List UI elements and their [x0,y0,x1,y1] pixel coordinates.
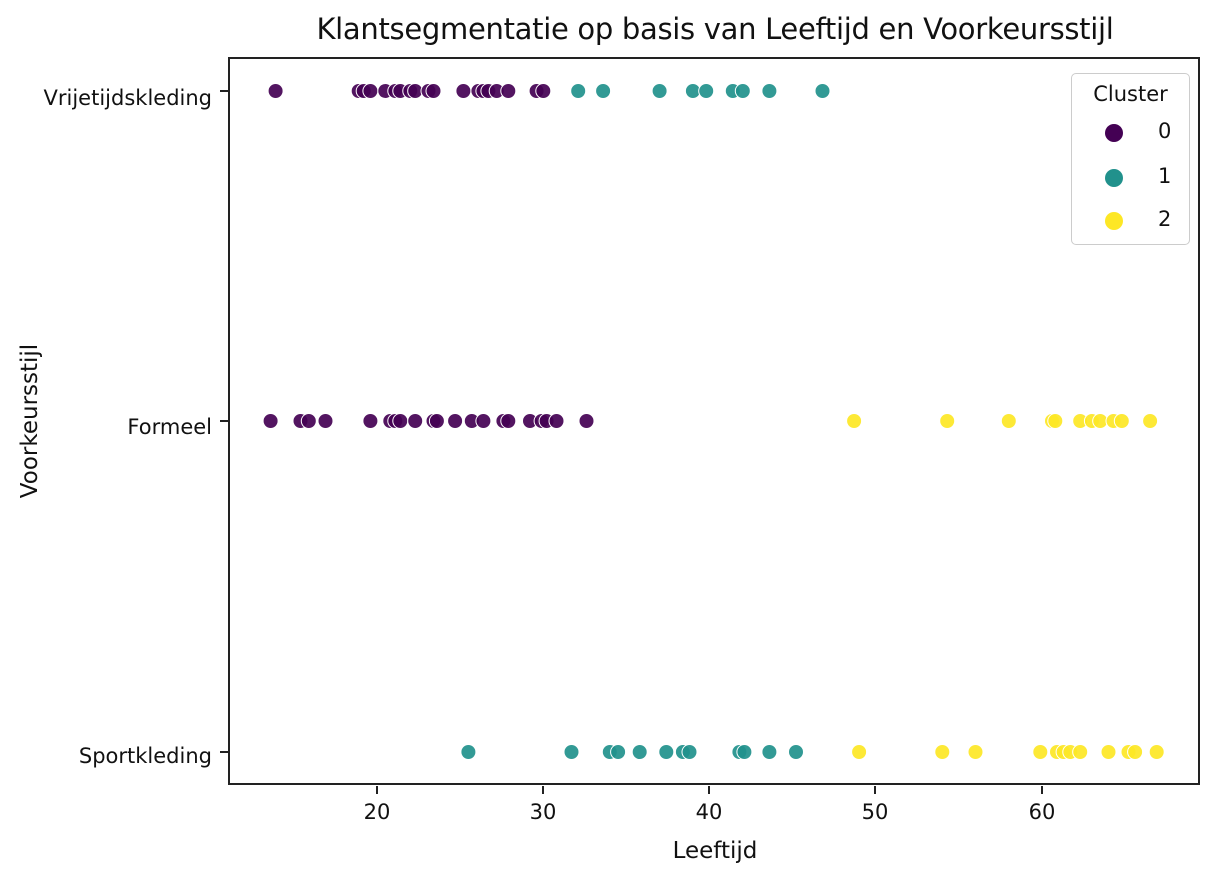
legend-item-0: 0 [1072,118,1189,148]
data-point-cluster-0 [500,83,517,99]
data-point-cluster-2 [1100,744,1117,760]
x-tick-label: 50 [861,800,889,824]
y-tick-label-formeel: Formeel [127,415,212,439]
chart-title: Klantsegmentatie op basis van Leeftijd e… [316,12,1114,46]
data-point-cluster-1 [595,83,612,99]
data-point-cluster-0 [535,83,552,99]
data-point-cluster-0 [392,413,409,429]
data-point-cluster-0 [407,83,424,99]
data-point-cluster-0 [428,413,445,429]
x-tick-mark [1041,786,1043,794]
legend-marker-icon [1105,124,1123,142]
y-tick-mark [220,420,228,422]
x-tick-mark [874,786,876,794]
data-point-cluster-0 [447,413,464,429]
x-tick-mark [708,786,710,794]
data-point-cluster-2 [851,744,868,760]
data-point-cluster-0 [425,83,442,99]
legend-label: 1 [1158,164,1172,188]
y-tick-mark [220,751,228,753]
x-axis-label: Leeftijd [672,838,758,864]
legend-marker-icon [1105,212,1123,230]
data-point-cluster-1 [570,83,587,99]
data-point-cluster-0 [267,83,284,99]
data-point-cluster-1 [761,83,778,99]
data-point-cluster-2 [1072,744,1089,760]
data-point-cluster-2 [1142,413,1159,429]
data-point-cluster-2 [1127,744,1144,760]
data-point-cluster-0 [262,413,279,429]
data-point-cluster-0 [475,413,492,429]
data-point-cluster-1 [651,83,668,99]
data-point-cluster-2 [1092,413,1109,429]
data-point-cluster-0 [362,83,379,99]
data-point-cluster-0 [300,413,317,429]
data-point-cluster-2 [967,744,984,760]
data-point-cluster-0 [362,413,379,429]
legend-title: Cluster [1093,82,1168,106]
data-point-cluster-2 [934,744,951,760]
y-tick-mark [220,90,228,92]
data-point-cluster-1 [788,744,804,760]
legend-marker-icon [1105,169,1123,187]
data-point-cluster-1 [658,744,675,760]
y-tick-label-sportkleding: Sportkleding [78,744,212,768]
data-point-cluster-1 [563,744,580,760]
x-tick-label: 60 [1028,800,1056,824]
data-point-cluster-1 [736,744,753,760]
legend-item-2: 2 [1072,206,1189,236]
data-point-cluster-1 [631,744,648,760]
legend-label: 2 [1158,207,1172,231]
x-tick-label: 40 [695,800,723,824]
data-point-cluster-1 [814,83,831,99]
data-point-cluster-2 [939,413,956,429]
data-point-cluster-0 [548,413,565,429]
x-tick-label: 20 [363,800,391,824]
data-point-cluster-0 [500,413,517,429]
data-point-cluster-2 [1000,413,1017,429]
x-tick-mark [542,786,544,794]
data-point-cluster-1 [610,744,627,760]
data-point-cluster-1 [460,744,477,760]
data-point-cluster-1 [684,83,701,99]
data-point-cluster-2 [1113,413,1130,429]
y-tick-label-vrijetijdskleding: Vrijetijdskleding [43,86,212,110]
data-point-cluster-1 [681,744,698,760]
legend-item-1: 1 [1072,163,1189,193]
legend: Cluster 0 1 2 [1071,73,1190,245]
data-point-cluster-2 [846,413,863,429]
x-tick-mark [376,786,378,794]
data-point-cluster-0 [455,83,472,99]
data-point-cluster-1 [734,83,751,99]
data-point-cluster-1 [698,83,715,99]
data-point-cluster-0 [317,413,334,429]
data-point-cluster-2 [1148,744,1165,760]
data-point-cluster-0 [407,413,424,429]
data-point-cluster-0 [578,413,595,429]
data-point-cluster-2 [1032,744,1049,760]
legend-label: 0 [1158,119,1172,143]
data-point-cluster-2 [1047,413,1064,429]
x-tick-label: 30 [529,800,557,824]
data-point-cluster-1 [761,744,778,760]
